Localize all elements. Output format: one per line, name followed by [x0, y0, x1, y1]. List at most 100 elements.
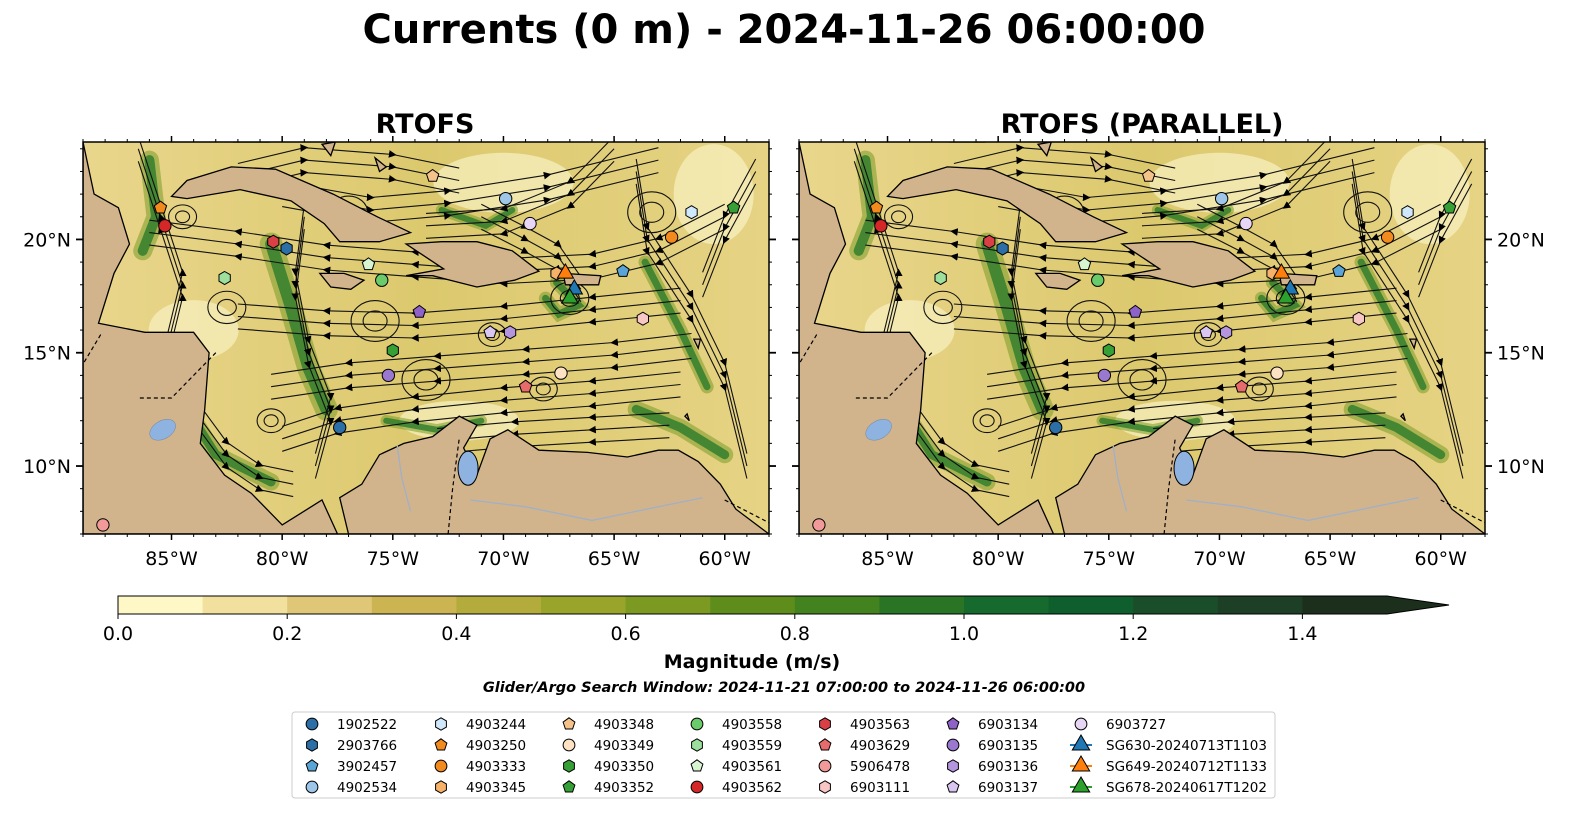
legend-item: 4903352	[562, 780, 654, 796]
legend-item: 4903250	[434, 738, 526, 754]
marker-4903352	[1442, 200, 1457, 214]
colorbar-segment	[202, 596, 288, 614]
marker-SG649-20240712T1133	[556, 262, 575, 279]
legend-marker	[691, 738, 703, 752]
legend-label: SG678-20240617T1202	[1106, 780, 1267, 796]
marker-4903349	[1270, 366, 1284, 380]
legend-label: 4903345	[466, 780, 526, 796]
legend-marker	[1074, 717, 1088, 731]
legend-label: 4903350	[594, 759, 654, 775]
legend-marker	[434, 759, 448, 773]
legend-marker	[690, 717, 704, 731]
land	[338, 415, 769, 534]
land	[1408, 338, 1418, 351]
legend-label: 2903766	[337, 738, 397, 754]
colorbar-segment	[710, 596, 796, 614]
colorbar-tick-label: 0.6	[610, 623, 640, 645]
x-tick-label: 70°W	[477, 548, 530, 570]
land	[683, 412, 690, 422]
marker-2903766	[996, 241, 1009, 256]
legend-label: 6903136	[978, 759, 1038, 775]
land	[320, 142, 336, 157]
legend-item: SG678-20240617T1202	[1070, 776, 1267, 796]
legend-marker	[562, 717, 576, 730]
legend-item: 6903137	[946, 780, 1038, 796]
land	[170, 166, 413, 243]
marker-4903350	[1102, 343, 1115, 358]
legend-label: 6903137	[978, 780, 1038, 796]
legend-item: 6903727	[1074, 717, 1166, 733]
marker-6903111	[1352, 311, 1365, 326]
marker-4903629	[1234, 379, 1249, 393]
colorbar-segment	[1302, 596, 1388, 614]
colorbar-label: Magnitude (m/s)	[664, 651, 841, 673]
marker-SG678-20240617T1202	[1276, 288, 1295, 304]
colorbar-tick-label: 0.0	[103, 623, 133, 645]
legend-item: SG649-20240712T1133	[1070, 755, 1267, 775]
legend-label: 4903558	[722, 717, 782, 733]
marker-4903250	[153, 200, 168, 214]
legend-label: 4903563	[850, 717, 910, 733]
legend-item: 6903136	[947, 759, 1038, 775]
marker-SG649-20240712T1133	[1272, 262, 1291, 279]
legend-item: SG630-20240713T1103	[1070, 734, 1267, 754]
y-tick-label: 15°N	[23, 343, 71, 365]
legend-item: 4902534	[305, 780, 397, 796]
marker-4903562	[874, 219, 888, 233]
legend-marker	[435, 717, 447, 731]
figure-title: Currents (0 m) - 2024-11-26 06:00:00	[363, 7, 1206, 53]
colorbar-tick-label: 1.4	[1287, 623, 1317, 645]
marker-4903350	[386, 343, 399, 358]
observation-markers	[812, 168, 1457, 532]
search-window-text: Glider/Argo Search Window: 2024-11-21 07…	[483, 680, 1085, 696]
colorbar-segment	[371, 596, 457, 614]
colorbar-tick-label: 0.2	[272, 623, 302, 645]
lake	[1173, 450, 1195, 486]
legend-label: 6903727	[1106, 717, 1166, 733]
legend-marker	[946, 738, 960, 752]
land	[318, 272, 366, 290]
land	[1120, 241, 1257, 288]
colorbar-segment	[794, 596, 880, 614]
legend-item: 6903135	[946, 738, 1038, 754]
map-panel-rtofs: RTOFS 85°W 80°W 75°W 70°W 65°W 60°W 20°N 15°N 10°…	[23, 109, 776, 570]
legend-label: SG649-20240712T1133	[1106, 759, 1267, 775]
y-tick-label: 10°N	[1497, 456, 1545, 478]
legend-label: 4903244	[466, 717, 526, 733]
marker-SG678-20240617T1202	[560, 288, 579, 304]
colorbar-segment	[118, 596, 204, 614]
colorbar-tick-label: 1.2	[1118, 623, 1148, 645]
axis-ticks: 85°W 80°W 75°W 70°W 65°W 60°W 20°N 15°N 10°N	[792, 136, 1545, 570]
panel-title: RTOFS	[376, 109, 475, 140]
legend-marker	[305, 759, 319, 772]
legend-item: 4903558	[690, 717, 782, 733]
x-tick-label: 80°W	[256, 548, 309, 570]
marker-2903766	[280, 241, 293, 256]
x-tick-label: 60°W	[699, 548, 752, 570]
observation-markers	[96, 168, 741, 532]
legend-marker	[435, 780, 447, 794]
legend-label: 6903135	[978, 738, 1038, 754]
colorbar-tick-label: 0.4	[441, 623, 471, 645]
map-panels: RTOFS 85°W 80°W 75°W 70°W 65°W 60°W 20°N 15°N 10°…	[23, 109, 1545, 570]
y-tick-label: 20°N	[1497, 229, 1545, 251]
lake	[457, 450, 479, 486]
marker-4903348	[1141, 168, 1156, 182]
legend-marker	[818, 738, 832, 751]
marker-6903137	[1199, 325, 1213, 339]
x-tick-label: 70°W	[1193, 548, 1246, 570]
colorbar-segment	[456, 596, 542, 614]
land	[404, 241, 541, 288]
legend-marker	[1071, 734, 1091, 751]
legend-marker	[305, 717, 319, 731]
x-tick-label: 75°W	[1083, 548, 1136, 570]
marker-4902534	[1214, 191, 1229, 206]
legend-marker	[562, 738, 576, 752]
marker-6903136	[504, 325, 517, 340]
marker-5906478	[96, 518, 110, 532]
legend-item: 6903134	[946, 717, 1038, 733]
legend-label: 1902522	[337, 717, 397, 733]
colorbar-segment	[1048, 596, 1134, 614]
marker-3902457	[1332, 264, 1346, 277]
